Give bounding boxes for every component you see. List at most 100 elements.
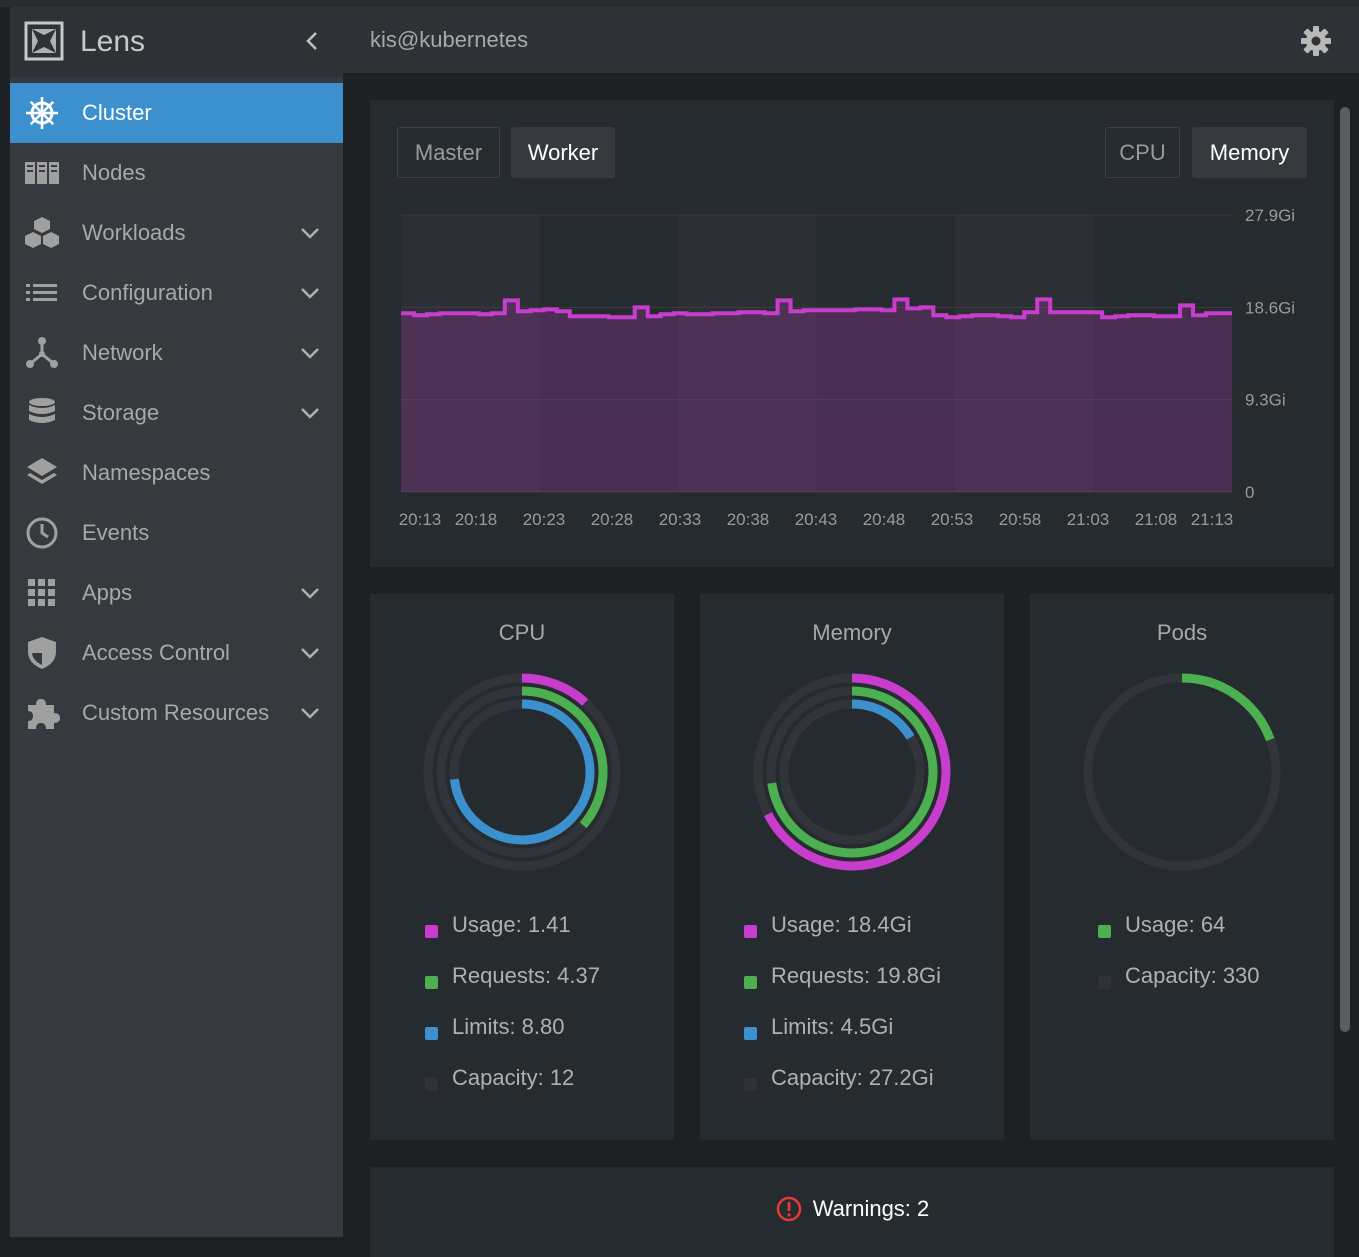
ring-arc <box>521 686 608 829</box>
legend-label: Capacity: 12 <box>452 1065 575 1090</box>
sidebar-item-storage[interactable]: Storage <box>10 383 343 443</box>
gear-icon[interactable] <box>1299 24 1333 58</box>
sidebar-item-apps[interactable]: Apps <box>10 563 343 623</box>
sidebar-item-access-control[interactable]: Access Control <box>10 623 343 683</box>
list-icon <box>24 275 60 311</box>
warnings-summary: Warnings: 2 <box>370 1195 1334 1223</box>
chevron-down-icon <box>301 228 319 239</box>
sidebar-item-events[interactable]: Events <box>10 503 343 563</box>
legend-label: Limits: 8.80 <box>452 1014 565 1039</box>
app-name: Lens <box>80 25 146 58</box>
sidebar-item-custom-resources[interactable]: Custom Resources <box>10 683 343 743</box>
top-header: kis@kubernetes <box>343 7 1359 73</box>
y-tick-label: 0 <box>1245 483 1254 502</box>
legend-label: Capacity: 27.2Gi <box>771 1065 934 1090</box>
memory-series-line <box>401 297 1232 320</box>
legend-swatch <box>425 1078 438 1091</box>
lens-logo-icon <box>24 21 64 61</box>
sidebar-item-cluster[interactable]: Cluster <box>10 83 343 143</box>
tab-worker[interactable]: Worker <box>511 127 615 178</box>
legend-swatch <box>1098 976 1111 989</box>
cpu-card: CPU Usage: 1.41 Requests: 4.37 Limits: 8… <box>370 594 674 1140</box>
sidebar-item-nodes[interactable]: Nodes <box>10 143 343 203</box>
x-tick-label: 20:58 <box>999 510 1042 529</box>
warnings-panel[interactable]: Warnings: 2 <box>370 1167 1334 1257</box>
chart-background-band <box>539 215 678 492</box>
x-tick-label: 20:28 <box>591 510 634 529</box>
sidebar-item-label: Nodes <box>82 160 146 185</box>
sidebar-item-network[interactable]: Network <box>10 323 343 383</box>
chevron-down-icon <box>301 648 319 659</box>
sidebar-item-label: Apps <box>82 580 133 605</box>
layers-icon <box>24 455 60 491</box>
tab-memory[interactable]: Memory <box>1192 127 1307 178</box>
helm-wheel-icon <box>24 95 60 131</box>
main-scrollbar[interactable] <box>1340 107 1350 1032</box>
cluster-context-title: kis@kubernetes <box>370 27 529 52</box>
window-left-edge <box>0 7 10 1237</box>
x-tick-label: 20:53 <box>931 510 974 529</box>
ring-arc <box>763 673 951 871</box>
x-tick-label: 20:13 <box>399 510 442 529</box>
sidebar-item-label: Storage <box>82 400 160 425</box>
chart-background-band <box>1093 215 1232 492</box>
ring-arc <box>521 673 589 706</box>
warning-icon <box>776 1196 801 1222</box>
chevron-down-icon <box>301 348 319 359</box>
x-tick-label: 20:18 <box>455 510 498 529</box>
legend-label: Requests: 4.37 <box>452 963 600 988</box>
x-tick-label: 20:23 <box>523 510 566 529</box>
chevron-down-icon <box>301 408 319 419</box>
sidebar-item-label: Workloads <box>82 220 186 245</box>
tab-cpu[interactable]: CPU <box>1105 127 1180 178</box>
legend-label: Requests: 19.8Gi <box>771 963 941 988</box>
x-tick-label: 21:13 <box>1191 510 1234 529</box>
ring-arc <box>449 699 595 845</box>
chart-background-band <box>401 215 540 492</box>
y-tick-label: 27.9Gi <box>1245 206 1295 225</box>
legend-label: Usage: 1.41 <box>452 912 571 937</box>
sidebar-item-label: Namespaces <box>82 460 211 485</box>
sidebar-item-label: Cluster <box>82 100 152 125</box>
card-title: Pods <box>1156 620 1208 645</box>
tab-master[interactable]: Master <box>397 127 500 178</box>
chevron-down-icon <box>301 708 319 719</box>
chevron-down-icon <box>301 288 319 299</box>
sidebar-item-workloads[interactable]: Workloads <box>10 203 343 263</box>
sidebar-item-label: Events <box>82 520 150 545</box>
memory-ring-chart <box>753 673 951 871</box>
legend-swatch <box>744 1027 757 1040</box>
clock-icon <box>24 515 60 551</box>
sidebar-item-label: Access Control <box>82 640 230 665</box>
legend-swatch <box>425 976 438 989</box>
y-tick-label: 18.6Gi <box>1245 298 1295 317</box>
card-title: CPU <box>498 620 546 645</box>
sidebar-item-configuration[interactable]: Configuration <box>10 263 343 323</box>
legend-swatch <box>744 925 757 938</box>
x-tick-label: 21:08 <box>1135 510 1178 529</box>
x-tick-label: 20:33 <box>659 510 702 529</box>
sidebar: Lens Cluster <box>10 7 343 1237</box>
chart-background-band <box>678 215 817 492</box>
memory-usage-chart: 27.9Gi 18.6Gi 9.3Gi 0 20:13 20:18 20:23 20:28 20… <box>399 206 1295 529</box>
grid-icon <box>24 575 60 611</box>
server-rack-icon <box>24 155 60 191</box>
chart-background-band <box>955 215 1094 492</box>
x-tick-label: 20:43 <box>795 510 838 529</box>
legend-swatch <box>744 1078 757 1091</box>
legend-swatch <box>1098 925 1111 938</box>
memory-card: Memory Usage: 18.4Gi Requests: 19.8Gi Li… <box>700 594 1004 1140</box>
chevron-down-icon <box>301 588 319 599</box>
metrics-chart-panel: Master Worker CPU Memory 27.9Gi 18.6Gi 9.3… <box>370 100 1334 567</box>
sidebar-header: Lens <box>10 7 343 77</box>
shield-icon <box>24 635 60 671</box>
ring-arc <box>1181 673 1275 742</box>
cubes-icon <box>24 215 60 251</box>
legend-swatch <box>425 925 438 938</box>
pods-ring-chart <box>1083 673 1281 871</box>
main-content: Master Worker CPU Memory 27.9Gi 18.6Gi 9.3… <box>343 73 1359 1257</box>
sidebar-item-namespaces[interactable]: Namespaces <box>10 443 343 503</box>
x-tick-label: 20:38 <box>727 510 770 529</box>
collapse-sidebar-button[interactable] <box>300 27 324 55</box>
legend-label: Usage: 18.4Gi <box>771 912 912 937</box>
